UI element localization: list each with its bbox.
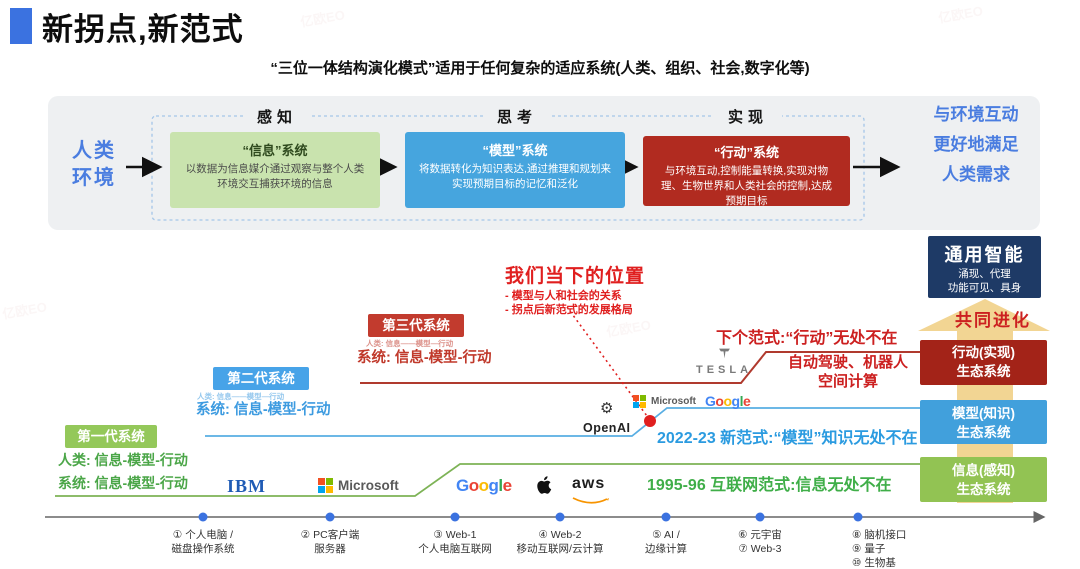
action-system-box: “行动”系统 与环境互动,控制能量转换,实现对物理、生物世界和人类社会的控制,达… — [643, 136, 850, 207]
microsoft-wordmark: Microsoft — [651, 396, 696, 407]
current-position-title: 我们当下的位置 — [505, 266, 646, 287]
gen2-system-line: 系统: 信息-模型-行动 — [196, 402, 331, 418]
paradigm-2022-label: 2022-23 新范式:“模型”知识无处不在 — [657, 430, 918, 447]
information-ecosystem-box: 信息(感知) 生态系统 — [920, 457, 1047, 502]
openai-icon: ⚙ — [600, 400, 614, 417]
inflection-dot — [644, 415, 656, 427]
coevolution-label: 共同进化 — [955, 311, 1031, 330]
gen1-badge: 第一代系统 — [65, 425, 157, 448]
phase-perceive-label: 感知 — [243, 106, 311, 127]
model-ecosystem-box: 模型(知识) 生态系统 — [920, 400, 1047, 444]
next-paradigm-label: 下个范式:“行动”无处不在 — [716, 330, 898, 347]
agi-box: 通用智能 涌现、代理 功能可见、具身 — [928, 236, 1041, 298]
gen1-system-line: 系统: 信息-模型-行动 — [58, 475, 188, 491]
timeline-item: ⑥ 元宇宙 ⑦ Web-3 — [738, 529, 782, 555]
google-letter: l — [498, 476, 503, 495]
model-system-box: “模型”系统 将数据转化为知识表达,通过推理和规划来实现预期目标的记忆和泛化 — [405, 132, 625, 208]
current-position-callout: 我们当下的位置 - 模型与人和社会的关系 - 拐点后新范式的发展格局 — [505, 261, 645, 317]
current-position-bullet2: - 拐点后新范式的发展格局 — [505, 303, 633, 316]
timeline-item: ② PC客户端 服务器 — [300, 529, 360, 555]
human-environment-label: 人类 环境 — [72, 140, 116, 189]
aws-wordmark: aws — [572, 475, 606, 492]
gen1-line — [55, 463, 920, 497]
google-letter: l — [739, 393, 744, 409]
microsoft-icon — [633, 395, 646, 408]
timeline-item: ③ Web-1 个人电脑互联网 — [418, 529, 492, 555]
timeline-item: ⑧ 脑机接口 ⑨ 量子 ⑩ 生物基 — [852, 529, 907, 569]
timeline-item: ① 个人电脑 / 磁盘操作系统 — [171, 529, 235, 555]
openai-wordmark: OpenAI — [583, 421, 631, 435]
google-letter: e — [742, 393, 751, 409]
current-position-bullet1: - 模型与人和社会的关系 — [505, 290, 622, 302]
apple-icon — [537, 476, 552, 494]
google-letter: o — [468, 476, 479, 495]
gen3-badge: 第三代系统 — [368, 314, 464, 337]
google-letter: G — [456, 476, 469, 495]
tesla-wordmark: TESLA — [695, 364, 753, 376]
phase-think-label: 思考 — [483, 106, 551, 127]
ibm-logo: IBM — [227, 476, 266, 496]
tesla-logo: TESLA — [692, 346, 756, 376]
information-system-box: “信息”系统 以数据为信息媒介通过观察与整个人类环境交互捕获环境的信息 — [170, 132, 380, 208]
aws-smile-icon — [572, 497, 609, 504]
next-paradigm-detail: 自动驾驶、机器人 空间计算 — [787, 354, 908, 390]
openai-logo: ⚙ — [600, 399, 613, 417]
phase-realize-label: 实现 — [714, 106, 782, 127]
google-letter: o — [478, 476, 489, 495]
gen1-human-line: 人类: 信息-模型-行动 — [58, 452, 188, 468]
google-logo-small: Google — [705, 393, 751, 409]
title-accent-bar — [10, 8, 32, 44]
gen3-human-line: 人类: 信息——模型—行动 — [366, 339, 454, 348]
action-ecosystem-box: 行动(实现) 生态系统 — [920, 340, 1047, 385]
model-system-title: “模型”系统 — [482, 143, 548, 158]
gen2-human-line: 人类: 信息——模型—行动 — [197, 392, 285, 401]
current-position-pointer — [566, 306, 648, 417]
tesla-t-icon — [718, 348, 730, 359]
microsoft-wordmark: Microsoft — [338, 478, 399, 493]
microsoft-logo: Microsoft — [318, 478, 399, 493]
google-logo: Google — [456, 476, 512, 496]
action-system-desc: 与环境互动,控制能量转换,实现对物理、生物世界和人类社会的控制,达成预期目标 — [661, 165, 832, 207]
google-letter: o — [715, 393, 724, 409]
agi-line2: 功能可见、具身 — [947, 282, 1022, 294]
information-system-title: “信息”系统 — [242, 143, 308, 158]
microsoft-icon — [318, 478, 333, 493]
microsoft-logo-small: Microsoft — [633, 395, 696, 408]
apple-logo — [530, 472, 554, 503]
gen3-system-line: 系统: 信息-模型-行动 — [357, 350, 492, 366]
outcome-label: 与环境互动 更好地满足 人类需求 — [933, 105, 1019, 184]
page-title: 新拐点,新范式 — [42, 12, 244, 47]
google-letter: G — [705, 393, 716, 409]
action-system-title: “行动”系统 — [713, 145, 779, 160]
page-subtitle: “三位一体结构演化模式”适用于任何复杂的适应系统(人类、组织、社会,数字化等) — [270, 60, 810, 77]
google-letter: e — [502, 476, 512, 495]
information-system-desc: 以数据为信息媒介通过观察与整个人类环境交互捕获环境的信息 — [185, 163, 365, 190]
model-system-desc: 将数据转化为知识表达,通过推理和规划来实现预期目标的记忆和泛化 — [419, 163, 611, 190]
gen3-line — [360, 351, 920, 384]
google-letter: g — [488, 476, 499, 495]
timeline-item: ⑤ AI / 边缘计算 — [645, 529, 687, 555]
google-letter: g — [731, 393, 741, 409]
gen2-badge: 第二代系统 — [213, 367, 309, 390]
timeline-item: ④ Web-2 移动互联网/云计算 — [516, 529, 604, 555]
agi-title: 通用智能 — [944, 245, 1025, 265]
paradigm-1995-label: 1995-96 互联网范式:信息无处不在 — [647, 477, 892, 494]
agi-line1: 涌现、代理 — [958, 268, 1011, 280]
aws-logo: aws — [572, 475, 610, 511]
google-letter: o — [723, 393, 732, 409]
